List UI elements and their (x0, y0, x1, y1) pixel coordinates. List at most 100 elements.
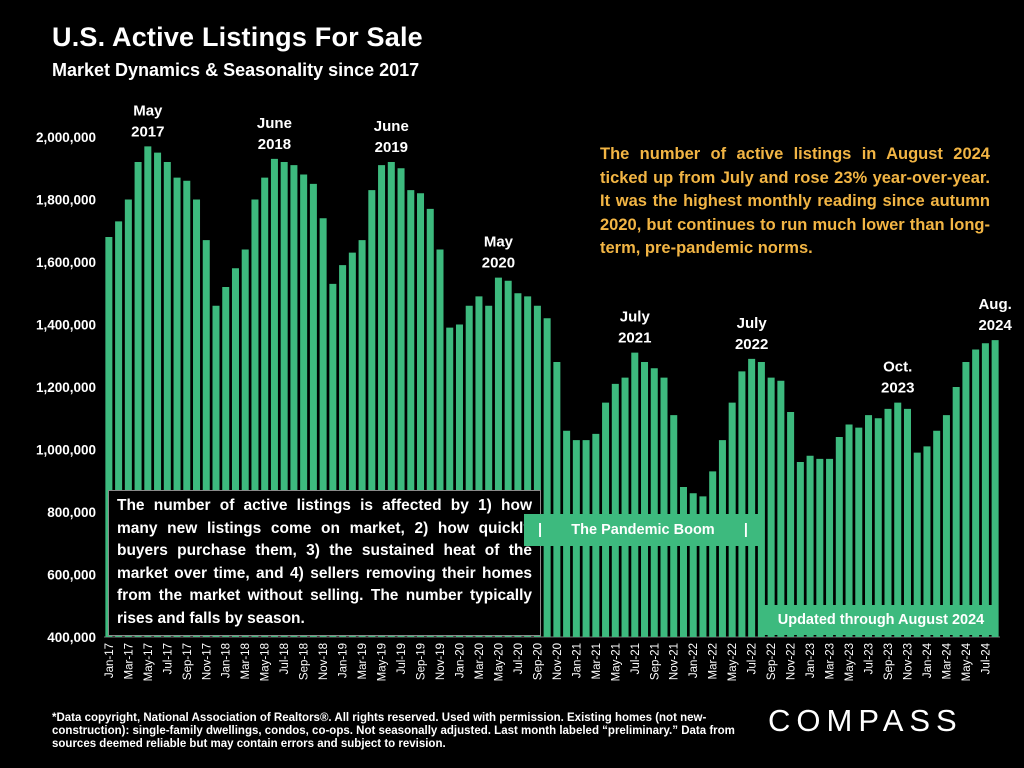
x-tick-label: Nov-18 (318, 643, 330, 680)
peak-label-year: 2024 (978, 317, 1012, 334)
y-tick-label: 1,400,000 (36, 318, 96, 333)
bar-Jul-23 (865, 415, 873, 637)
bar-Feb-23 (816, 458, 824, 637)
bar-May-20 (494, 277, 502, 637)
x-tick-label: Mar-23 (825, 643, 837, 679)
bar-Oct-20 (543, 318, 551, 637)
bar-Mar-18 (241, 249, 249, 637)
bar-May-23 (845, 424, 853, 637)
bar-Aug-20 (524, 296, 532, 637)
peak-label-year: 2020 (482, 255, 515, 272)
bar-Jun-24 (972, 349, 980, 637)
x-tick-label: Nov-20 (552, 643, 564, 680)
bar-Jul-19 (397, 168, 405, 637)
bar-Oct-18 (309, 183, 317, 637)
bar-Sep-18 (300, 174, 308, 637)
bar-May-24 (962, 362, 970, 637)
peak-label-month: Oct. (883, 359, 912, 376)
peak-label-month: May (484, 234, 514, 251)
peak-label-month: June (257, 115, 292, 132)
bar-Feb-20 (465, 305, 473, 637)
peak-label-year: 2022 (735, 336, 768, 353)
x-tick-label: Jan-19 (338, 643, 350, 678)
bar-Jun-23 (855, 427, 863, 637)
bar-Jun-20 (504, 280, 512, 637)
bar-Aug-21 (641, 362, 649, 637)
bar-Sep-20 (533, 305, 541, 637)
bar-Nov-23 (903, 408, 911, 637)
x-tick-label: Jul-23 (864, 643, 876, 674)
x-tick-label: Jan-21 (571, 643, 583, 678)
x-tick-label: Jan-20 (454, 643, 466, 678)
peak-label-year: 2017 (131, 123, 164, 140)
x-tick-label: Jul-24 (980, 642, 992, 674)
bar-Jun-18 (270, 158, 278, 637)
x-tick-label: Jan-22 (688, 643, 700, 678)
bar-Apr-17 (134, 162, 142, 637)
peak-label-month: June (374, 118, 409, 135)
peak-label-year: 2021 (618, 330, 651, 347)
bar-Feb-19 (348, 252, 356, 637)
x-tick-label: Jul-17 (162, 643, 174, 674)
bar-Nov-17 (202, 240, 210, 637)
peak-label-month: July (620, 309, 651, 326)
x-tick-label: Nov-21 (669, 643, 681, 680)
bar-Oct-22 (777, 380, 785, 637)
bar-Sep-21 (650, 368, 658, 637)
x-tick-label: Sep-23 (883, 643, 895, 680)
bar-May-19 (378, 165, 386, 637)
pandemic-boom-text: The Pandemic Boom (571, 522, 715, 538)
bar-Apr-19 (368, 190, 376, 637)
bar-Aug-24 (991, 340, 999, 637)
x-tick-label: Sep-18 (299, 643, 311, 680)
bar-Jun-19 (387, 162, 395, 637)
chart-title: U.S. Active Listings For Sale (52, 22, 423, 52)
pandemic-bracket-left: | (538, 522, 543, 538)
peak-label-month: July (737, 315, 768, 332)
x-tick-label: Jul-20 (513, 643, 525, 674)
x-tick-label: Jan-17 (104, 643, 116, 678)
bar-Apr-20 (485, 305, 493, 637)
pandemic-bracket-right: | (743, 522, 748, 538)
x-tick-label: Jul-18 (279, 643, 291, 674)
y-tick-label: 1,800,000 (36, 193, 96, 208)
bar-May-18 (261, 177, 269, 637)
bar-Aug-23 (874, 418, 882, 637)
x-tick-label: May-21 (610, 643, 622, 681)
bar-Dec-18 (329, 283, 337, 637)
bar-Mar-23 (826, 458, 834, 637)
x-tick-label: Sep-20 (532, 643, 544, 680)
bar-Oct-23 (894, 402, 902, 637)
y-tick-label: 800,000 (47, 505, 96, 520)
bar-Jun-22 (738, 371, 746, 637)
bar-Nov-19 (436, 249, 444, 637)
x-tick-label: Sep-17 (182, 643, 194, 680)
bar-Jan-17 (105, 237, 113, 637)
peak-label-month: May (133, 102, 163, 119)
bar-Mar-17 (124, 199, 132, 637)
bar-Mar-20 (475, 296, 483, 637)
x-tick-label: May-19 (377, 643, 389, 681)
bar-Sep-17 (183, 180, 191, 637)
bar-Jun-17 (154, 152, 162, 637)
peak-label-month: Aug. (978, 296, 1011, 313)
bar-Aug-17 (173, 177, 181, 637)
bar-Sep-19 (417, 193, 425, 637)
bar-Jul-24 (981, 343, 989, 637)
compass-logo: COMPASS (768, 703, 963, 738)
x-tick-label: Sep-19 (416, 643, 428, 680)
x-tick-label: Nov-17 (201, 643, 213, 680)
bar-Nov-20 (553, 362, 561, 637)
x-tick-label: Mar-24 (941, 642, 953, 679)
bar-Feb-17 (115, 221, 123, 637)
y-tick-label: 1,200,000 (36, 380, 96, 395)
pandemic-boom-label: | The Pandemic Boom | (524, 514, 762, 546)
bar-Feb-22 (699, 496, 707, 637)
x-tick-label: Sep-22 (766, 643, 778, 680)
x-tick-label: May-17 (143, 643, 155, 681)
bar-Jul-22 (748, 358, 756, 637)
bar-Jul-18 (280, 162, 288, 637)
bar-Oct-19 (426, 208, 434, 637)
x-tick-label: Sep-21 (649, 643, 661, 680)
